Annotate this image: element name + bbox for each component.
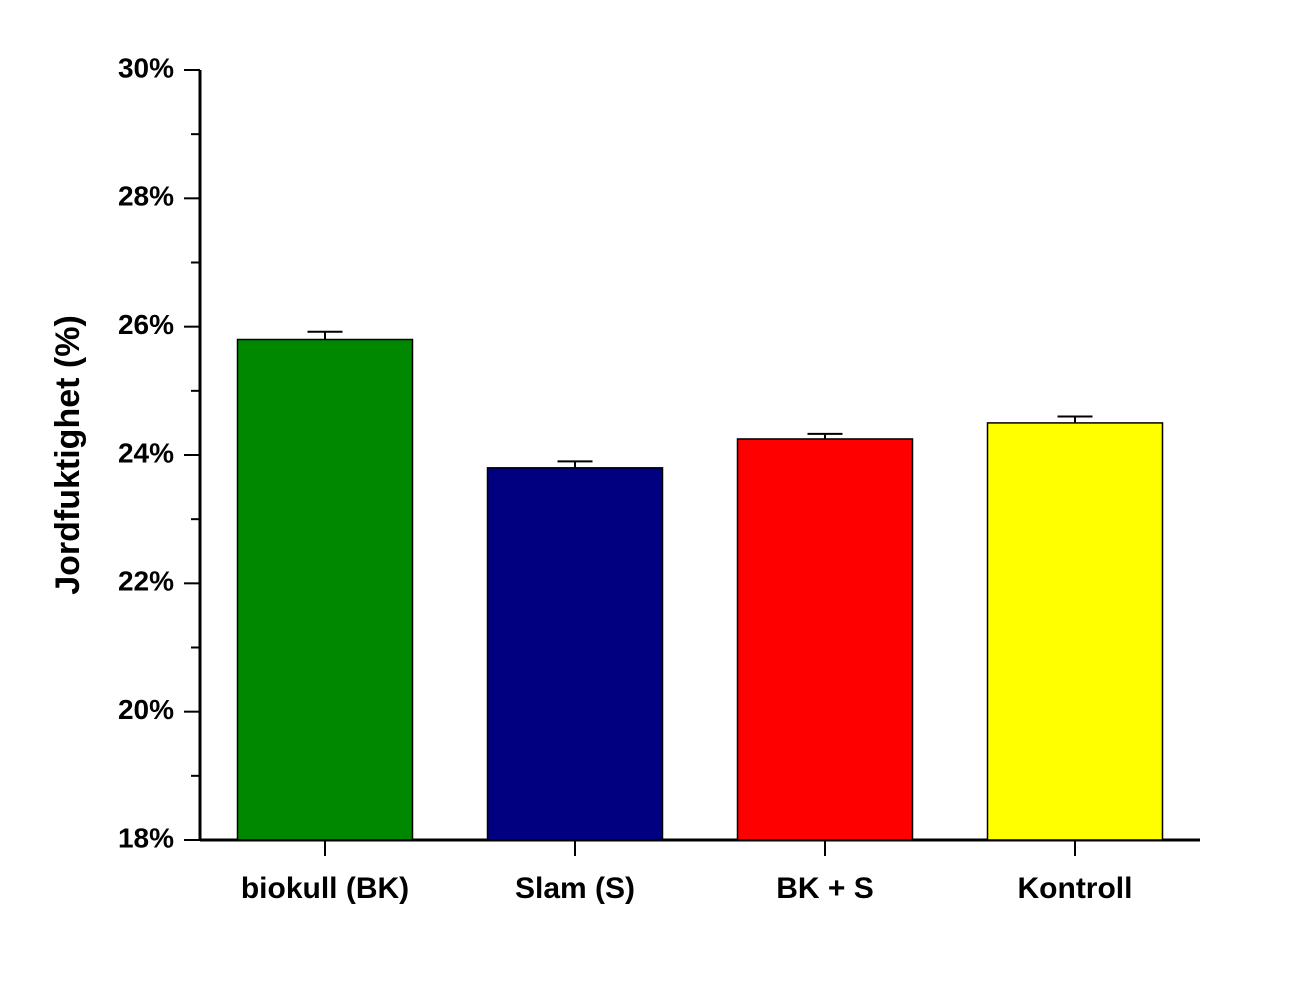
y-tick-label: 20% [118, 694, 174, 725]
bar [988, 423, 1163, 840]
y-tick-label: 28% [118, 181, 174, 212]
bar [488, 468, 663, 840]
x-tick-label: Kontroll [1018, 872, 1133, 905]
y-tick-label: 26% [118, 309, 174, 340]
chart-svg: 18% 20% 22% 24% 26% 28% 30% Jordfuktighet (%) bi… [0, 0, 1300, 998]
x-tick-label: Slam (S) [515, 872, 635, 905]
y-tick-label: 30% [118, 52, 174, 83]
y-tick-label: 22% [118, 566, 174, 597]
y-tick-label: 24% [118, 437, 174, 468]
bar-chart: 18% 20% 22% 24% 26% 28% 30% Jordfuktighet (%) bi… [0, 0, 1300, 998]
bar [738, 439, 913, 840]
bar [238, 340, 413, 841]
x-tick-label: biokull (BK) [241, 872, 409, 905]
x-tick-label: BK + S [776, 872, 874, 905]
y-tick-label: 18% [118, 822, 174, 853]
y-axis-title: Jordfuktighet (%) [49, 315, 87, 595]
